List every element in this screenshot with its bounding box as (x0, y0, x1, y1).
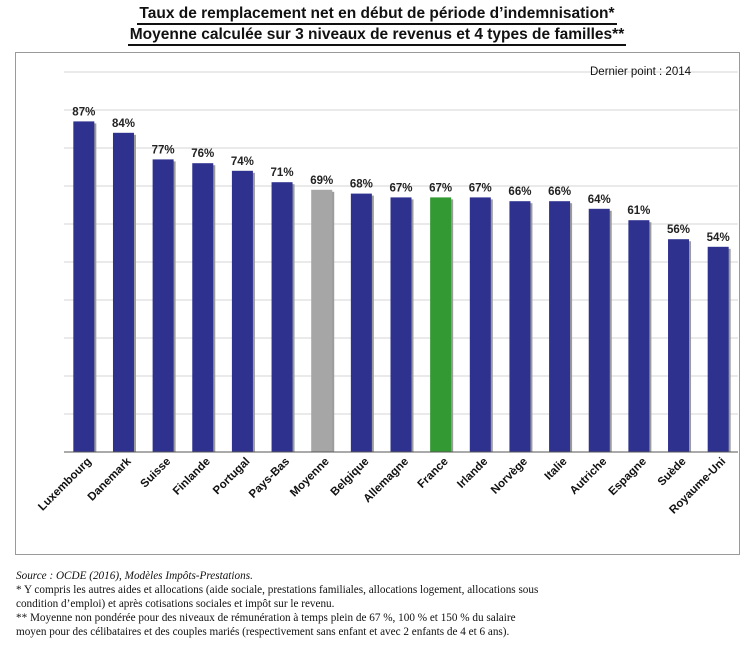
bar (350, 193, 372, 452)
bar (668, 239, 690, 452)
bar (549, 201, 571, 452)
value-label: 66% (548, 186, 571, 198)
value-label: 74% (231, 156, 254, 168)
footnote-1-line-2: condition d’emploi) et après cotisations… (16, 598, 335, 610)
category-label: Luxembourg (36, 456, 94, 514)
bar (112, 132, 134, 453)
value-label: 76% (191, 148, 214, 160)
category-label: Suède (656, 456, 689, 489)
category-label: Pays-Bas (247, 456, 292, 501)
bar-chart: 87% 84% 77% 76% 74% 71% 69% 68% 67% 67% 67% 66% 66% 6… (36, 71, 738, 517)
value-label: 71% (271, 167, 294, 179)
value-label: 68% (350, 179, 373, 191)
footnotes: Source : OCDE (2016), Modèles Impôts-Pre… (16, 569, 740, 639)
value-labels: 87% 84% 77% 76% 74% 71% 69% 68% 67% 67% 67% 66% 66% 6… (72, 106, 729, 243)
bar (430, 197, 452, 452)
bar (152, 159, 174, 452)
value-label: 64% (588, 194, 611, 206)
value-label: 69% (310, 175, 333, 187)
bar (231, 170, 253, 453)
chart-title-line-1: Taux de remplacement net en début de pér… (137, 4, 617, 25)
value-label: 87% (72, 106, 95, 118)
bar (271, 182, 293, 452)
footnote-1-line-1: * Y compris les autres aides et allocati… (16, 584, 539, 596)
chart-title-line-2: Moyenne calculée sur 3 niveaux de revenu… (127, 25, 627, 46)
category-label: Suisse (139, 456, 174, 491)
bar (707, 246, 729, 452)
category-label: Autriche (568, 456, 609, 497)
value-label: 84% (112, 118, 135, 130)
footnote-2-line-2: moyen pour des célibataires et des coupl… (16, 626, 510, 638)
value-label: 54% (707, 232, 730, 244)
value-label: 77% (152, 144, 175, 156)
category-label: Italie (543, 456, 570, 483)
bar (588, 208, 610, 452)
chart-title: Taux de remplacement net en début de pér… (0, 4, 754, 46)
category-label: Moyenne (288, 456, 332, 500)
bar (73, 121, 95, 453)
category-label: Irlande (455, 456, 490, 491)
category-label: France (416, 456, 451, 491)
category-label: Espagne (607, 456, 649, 498)
category-label: Portugal (211, 456, 252, 497)
source-note: Source : OCDE (2016), Modèles Impôts-Pre… (16, 570, 253, 582)
value-label: 67% (429, 182, 452, 194)
category-label: Norvège (489, 456, 530, 497)
category-label: Danemark (86, 455, 134, 503)
value-label: 67% (469, 182, 492, 194)
value-label: 61% (627, 205, 650, 217)
value-label: 67% (389, 182, 412, 194)
bar (390, 197, 412, 452)
bar (311, 189, 333, 453)
value-label: 56% (667, 224, 690, 236)
footnote-2-line-1: ** Moyenne non pondérée pour des niveaux… (16, 612, 516, 624)
category-label: Finlande (171, 456, 213, 498)
bar (628, 220, 650, 452)
bar (469, 197, 491, 452)
bar (509, 201, 531, 452)
bars (73, 121, 731, 453)
bar (192, 163, 214, 452)
value-label: 66% (508, 186, 531, 198)
latest-point-note: Dernier point : 2014 (590, 66, 692, 78)
